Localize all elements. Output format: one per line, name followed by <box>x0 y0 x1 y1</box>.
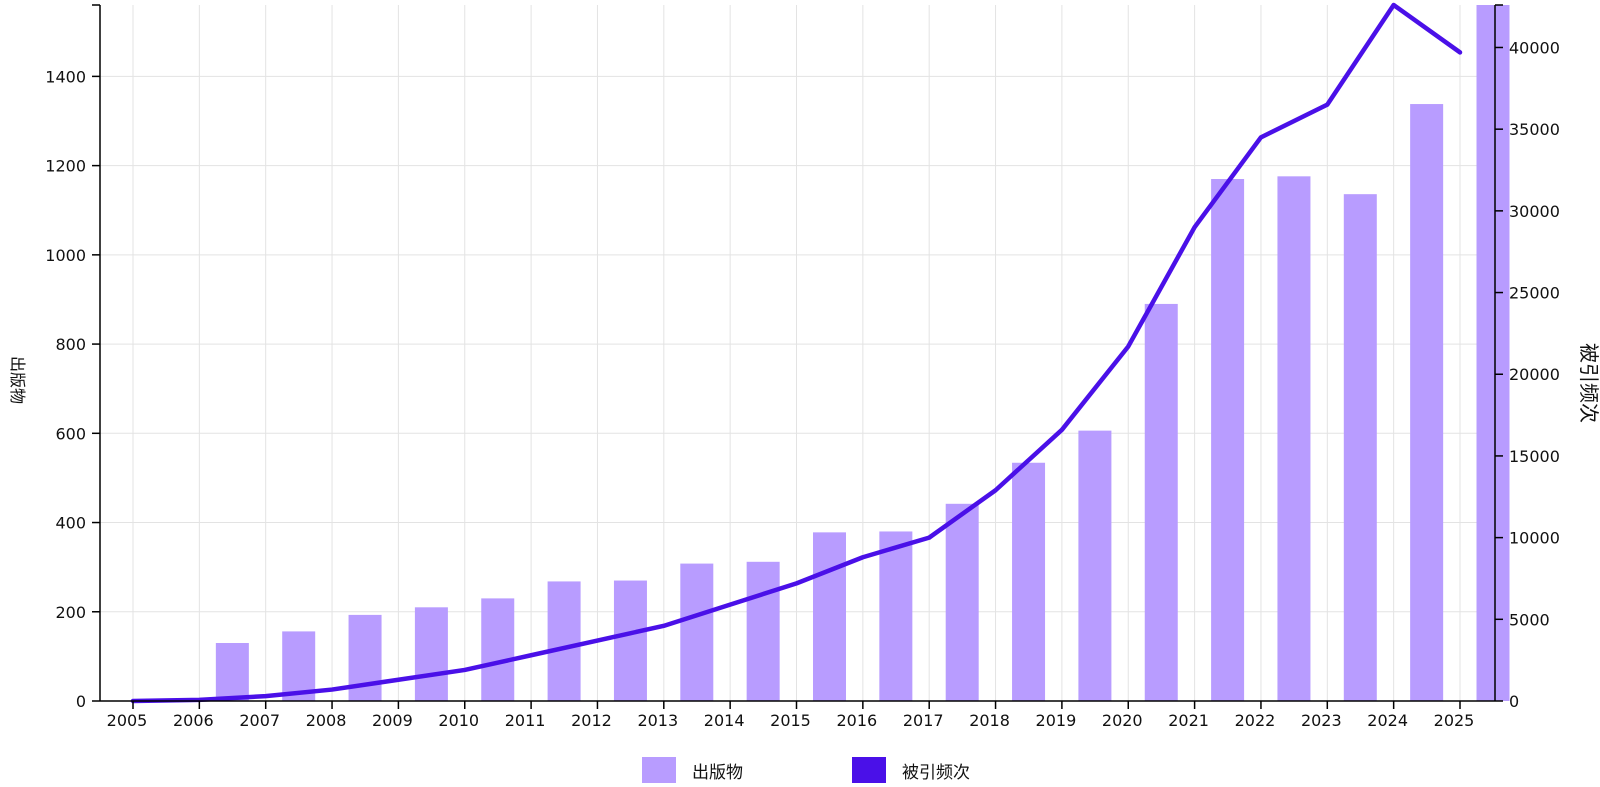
x-tick-label: 2013 <box>637 711 678 730</box>
x-tick-label: 2014 <box>704 711 745 730</box>
x-tick-label: 2022 <box>1235 711 1276 730</box>
x-tick-label: 2010 <box>438 711 479 730</box>
bar-publications-2012 <box>613 580 647 701</box>
bar-publications-2017 <box>945 503 979 701</box>
x-tick-label: 2015 <box>770 711 811 730</box>
left-axis-title: 出版物 <box>8 356 27 404</box>
bar-publications-2016 <box>879 531 913 701</box>
x-tick-label: 2008 <box>306 711 347 730</box>
bar-publications-2019 <box>1078 430 1112 701</box>
right-tick-label: 25000 <box>1509 284 1560 303</box>
bar-publications-2015 <box>813 532 846 701</box>
bar-publications-2013 <box>680 563 714 701</box>
x-tick-label: 2025 <box>1434 711 1475 730</box>
right-tick-label: 10000 <box>1509 529 1560 548</box>
left-tick-label: 0 <box>76 692 86 711</box>
right-tick-label: 15000 <box>1509 447 1560 466</box>
x-tick-label: 2009 <box>372 711 413 730</box>
bar-publications-2007 <box>282 631 316 701</box>
x-tick-label: 2005 <box>107 711 148 730</box>
left-tick-label: 400 <box>55 514 86 533</box>
bar-publications-2020 <box>1144 303 1178 701</box>
x-tick-label: 2020 <box>1102 711 1143 730</box>
line-citations <box>130 2 1463 704</box>
left-tick-label: 1400 <box>45 67 86 86</box>
left-tick-label: 600 <box>55 424 86 443</box>
right-tick-label: 30000 <box>1509 202 1560 221</box>
x-tick-label: 2011 <box>505 711 546 730</box>
left-tick-label: 1200 <box>45 157 86 176</box>
bar-publications-2018 <box>1012 462 1046 701</box>
bar-publications-2022 <box>1277 176 1311 702</box>
right-tick-label: 35000 <box>1509 120 1560 139</box>
bar-publications-2025 <box>1476 5 1510 701</box>
bar-publications-2023 <box>1343 194 1377 701</box>
bar-publications-2014 <box>746 561 780 701</box>
bar-publications-2010 <box>481 598 515 701</box>
right-axis-title: 被引频次 <box>1577 343 1600 423</box>
bar-publications-2006 <box>215 643 249 701</box>
bar-publications-2021 <box>1211 179 1245 701</box>
left-tick-label: 200 <box>55 603 86 622</box>
x-tick-label: 2007 <box>239 711 280 730</box>
right-tick-label: 40000 <box>1509 38 1560 57</box>
legend-label-citations: 被引频次 <box>902 762 970 783</box>
bar-publications-2011 <box>547 581 581 701</box>
right-tick-label: 0 <box>1509 692 1519 711</box>
legend-label-publications: 出版物 <box>692 762 743 783</box>
gridlines <box>100 5 1495 701</box>
x-tick-label: 2012 <box>571 711 612 730</box>
legend: 出版物 被引频次 <box>0 757 1600 787</box>
left-tick-label: 1000 <box>45 246 86 265</box>
right-tick-label: 20000 <box>1509 365 1560 384</box>
left-tick-label: 800 <box>55 335 86 354</box>
x-tick-label: 2023 <box>1301 711 1342 730</box>
bar-publications-2024 <box>1410 104 1444 702</box>
legend-item-citations[interactable]: 被引频次 <box>852 757 970 783</box>
x-tick-label: 2006 <box>173 711 214 730</box>
bar-series-publications <box>215 5 1510 702</box>
legend-item-publications[interactable]: 出版物 <box>642 757 743 783</box>
x-tick-label: 2016 <box>836 711 877 730</box>
legend-swatch-publications <box>642 757 676 783</box>
right-tick-label: 5000 <box>1509 610 1550 629</box>
x-tick-label: 2019 <box>1036 711 1077 730</box>
x-tick-label: 2018 <box>969 711 1010 730</box>
x-tick-label: 2017 <box>903 711 944 730</box>
legend-swatch-citations <box>852 757 886 783</box>
bar-publications-2009 <box>414 607 448 701</box>
x-tick-label: 2024 <box>1367 711 1408 730</box>
x-tick-label: 2021 <box>1168 711 1209 730</box>
